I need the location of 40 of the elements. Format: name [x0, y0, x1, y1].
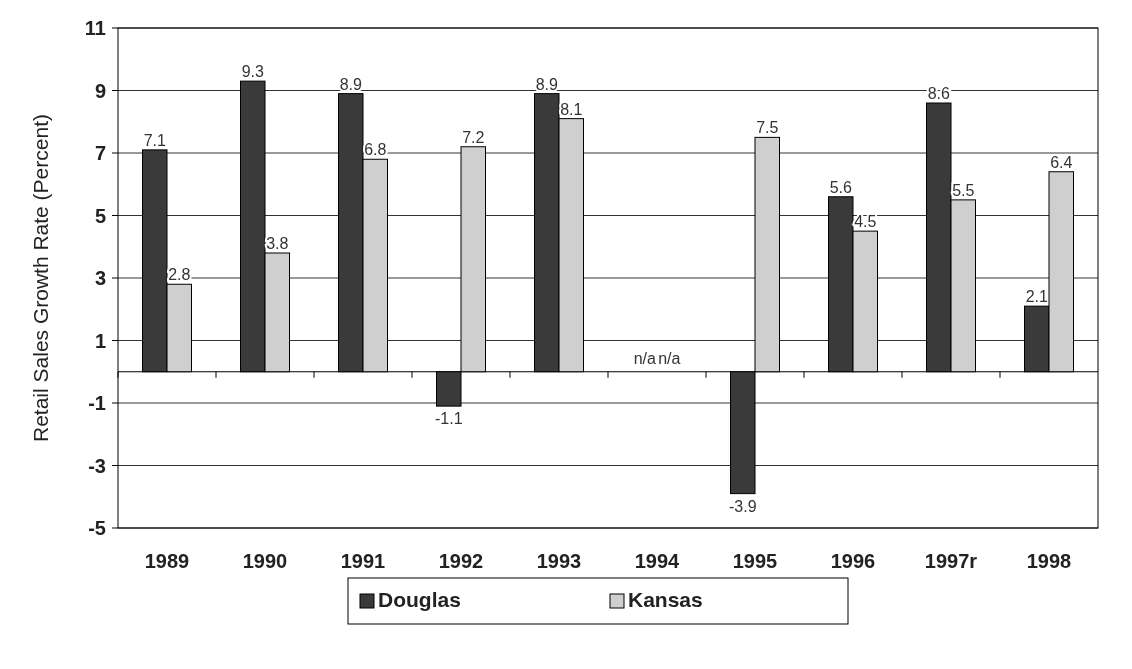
data-label: 9.3 — [241, 63, 264, 81]
x-tick-label: 1994 — [634, 550, 681, 572]
y-tick-label: 9 — [94, 79, 106, 102]
y-tick-label: 5 — [94, 204, 106, 227]
x-tick-label: 1995 — [732, 550, 778, 572]
data-label: 5.6 — [829, 178, 852, 196]
data-label: 7.2 — [462, 128, 485, 146]
text: n/a — [658, 349, 681, 367]
data-label: 3.8 — [266, 235, 289, 252]
y-tick-label: -3 — [88, 454, 106, 477]
text: n/a — [633, 349, 656, 367]
x-tick-label: 1993 — [536, 550, 582, 572]
data-label: 7.1 — [143, 131, 166, 149]
data-label: 2.8 — [168, 266, 191, 284]
data-label: 8.1 — [560, 100, 583, 118]
x-tick-label: 1998 — [1026, 550, 1072, 572]
y-axis-title: Retail Sales Growth Rate (Percent) — [29, 114, 52, 442]
y-tick-label: -1 — [88, 392, 106, 414]
x-tick-label: 1996 — [830, 550, 876, 572]
data-label: 8.9 — [535, 75, 558, 93]
data-label: 8.9 — [339, 75, 362, 93]
x-tick-label: 1989 — [144, 550, 190, 572]
y-tick-label: 11 — [84, 17, 106, 39]
data-label: 6.8 — [364, 141, 387, 159]
data-label: 2.1 — [1025, 288, 1048, 306]
data-label: 7.5 — [756, 119, 779, 137]
data-label: -3.9 — [728, 497, 757, 515]
y-tick-label: -5 — [88, 517, 106, 539]
x-tick-label: 1992 — [438, 550, 484, 572]
data-label: 6.4 — [1050, 153, 1073, 171]
legend-label: Kansas — [628, 588, 703, 611]
x-tick-label: 1991 — [340, 550, 386, 572]
x-tick-label: 1990 — [242, 550, 288, 572]
data-label: -1.1 — [434, 410, 463, 428]
y-tick-label: 1 — [94, 329, 106, 352]
data-label: 5.5 — [952, 181, 975, 199]
y-tick-label: 7 — [94, 142, 106, 164]
x-tick-label: 1997r — [924, 550, 978, 572]
y-tick-label: 3 — [94, 267, 106, 289]
legend-label: Douglas — [378, 588, 461, 611]
